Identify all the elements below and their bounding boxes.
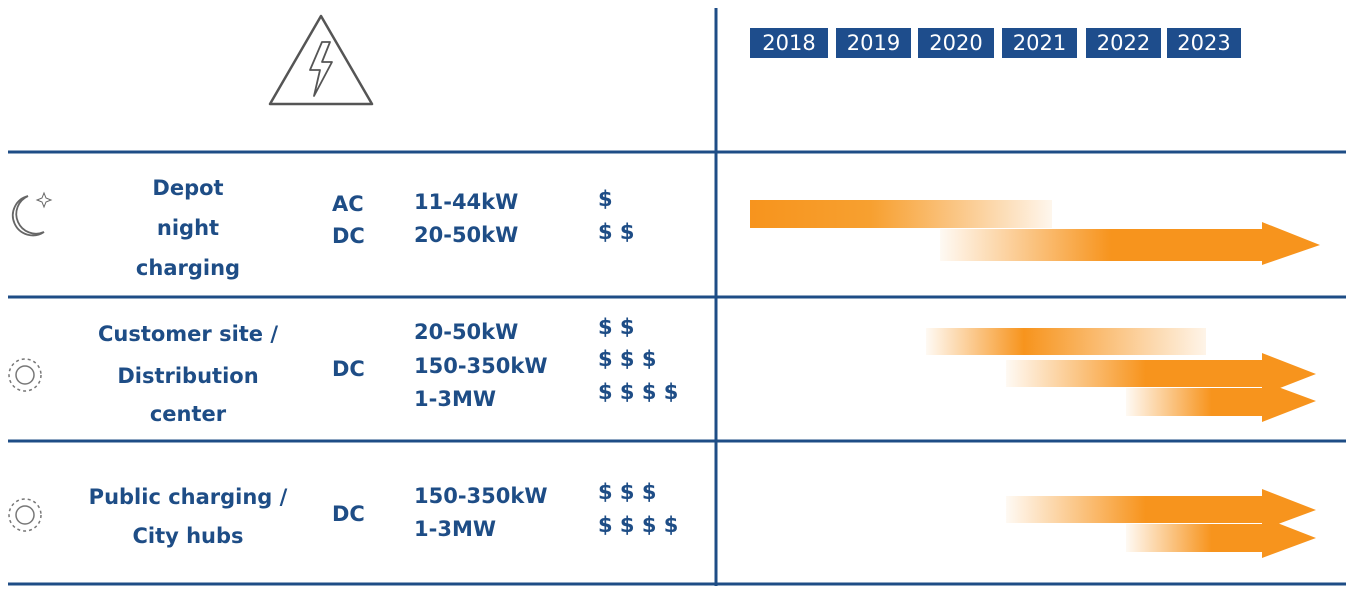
year-label: 2021 [1013, 31, 1066, 55]
cost: $ $ $ [598, 480, 656, 504]
moon-icon [11, 191, 53, 237]
year-label: 2018 [762, 31, 815, 55]
cost: $ $ $ $ [598, 513, 678, 537]
power: 1-3MW [414, 387, 496, 411]
year-box [1002, 28, 1077, 58]
year-box [836, 28, 911, 58]
current-type: DC [332, 502, 365, 526]
current-type: DC [332, 357, 365, 381]
year-label: 2019 [847, 31, 900, 55]
year-label: 2020 [929, 31, 982, 55]
row-label: Depot [152, 176, 223, 200]
row-label: City hubs [132, 524, 243, 548]
cost: $ $ [598, 220, 635, 244]
row-label: night [157, 216, 219, 240]
year-box [750, 28, 828, 58]
row-label: Customer site / [98, 322, 278, 346]
timeline-bars [750, 200, 1320, 558]
power: 1-3MW [414, 517, 496, 541]
cost: $ [598, 187, 613, 211]
year-label: 2022 [1097, 31, 1150, 55]
row-label: charging [136, 256, 240, 280]
power: 11-44kW [414, 190, 518, 214]
sun-icon [8, 358, 42, 532]
power: 20-50kW [414, 223, 518, 247]
year-label: 2023 [1177, 31, 1230, 55]
cost: $ $ $ $ [598, 380, 678, 404]
cost: $ $ [598, 315, 635, 339]
row-label: center [150, 402, 227, 426]
year-box [918, 28, 994, 58]
current-type: DC [332, 224, 365, 248]
power: 150-350kW [414, 354, 548, 378]
current-type: AC [332, 192, 364, 216]
warning-icon [268, 14, 374, 106]
row-label: Public charging / [89, 485, 288, 509]
grid-lines [8, 8, 1346, 586]
row-label: Distribution [117, 364, 258, 388]
year-box [1167, 28, 1241, 58]
year-box [1086, 28, 1161, 58]
cost: $ $ $ [598, 347, 656, 371]
power: 20-50kW [414, 320, 518, 344]
power: 150-350kW [414, 484, 548, 508]
